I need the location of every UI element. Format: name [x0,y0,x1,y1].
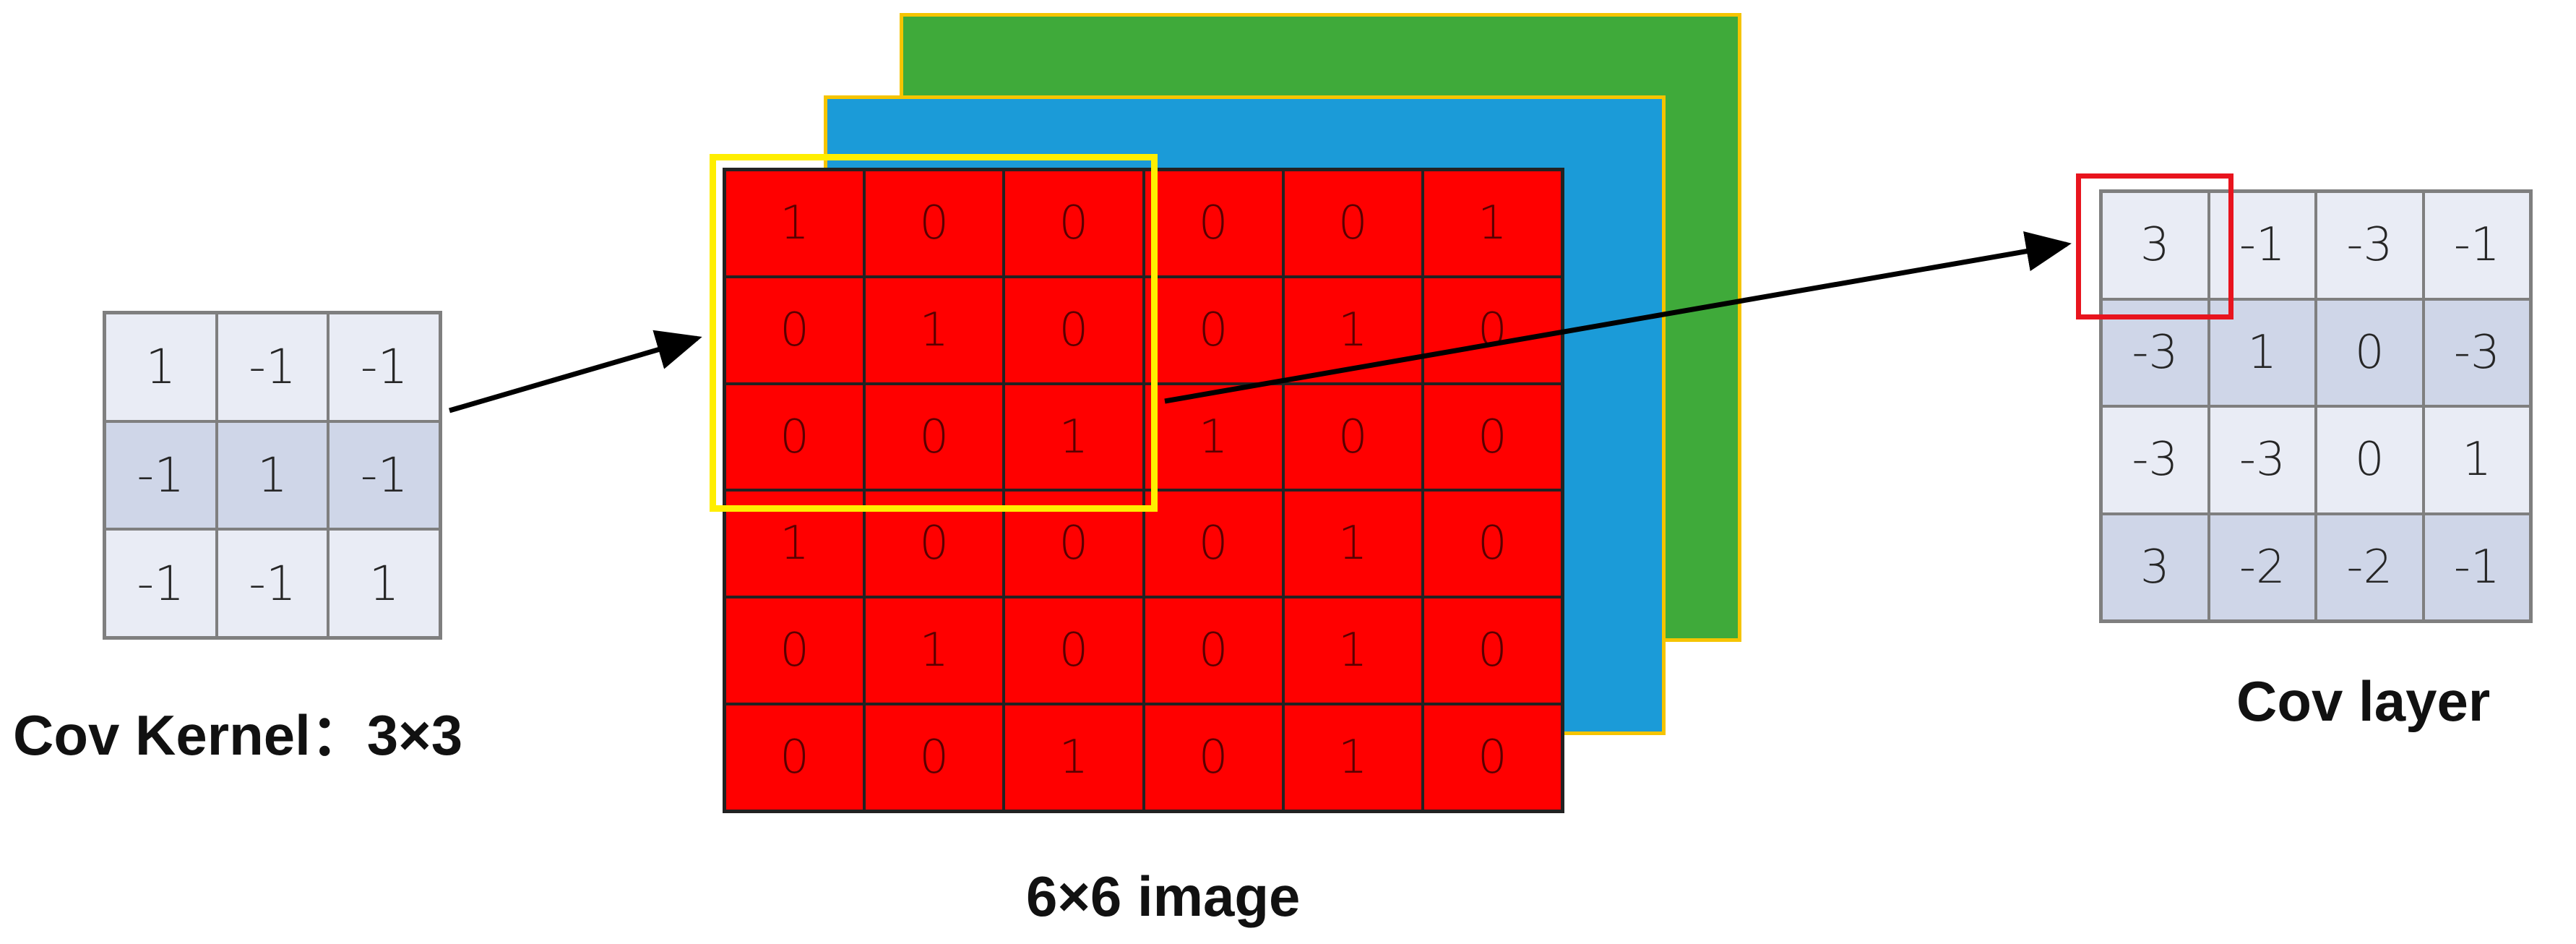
output-cell-r4-c2: -2 [2208,513,2316,621]
image-cell-r1-c5: 0 [1283,170,1423,277]
image-cell-r5-c4: 0 [1143,597,1283,705]
image-cell-r5-c2: 1 [864,597,1004,705]
output-cell-r1-c3: -3 [2316,192,2424,299]
image-cell-r3-c1: 0 [725,383,865,491]
image-cell-r6-c3: 1 [1004,704,1144,811]
kernel-cell-r3-c3: 1 [328,529,440,638]
convolution-kernel-grid: 1 -1 -1 -1 1 -1 -1 -1 1 [103,311,442,640]
image-cell-r6-c5: 1 [1283,704,1423,811]
image-cell-r4-c5: 1 [1283,490,1423,598]
kernel-cell-r1-c3: -1 [328,313,440,421]
image-cell-r3-c4: 1 [1143,383,1283,491]
output-cell-r2-c3: 0 [2316,299,2424,406]
output-cell-r3-c2: -3 [2208,406,2316,514]
image-cell-r6-c4: 0 [1143,704,1283,811]
image-cell-r3-c2: 0 [864,383,1004,491]
kernel-cell-r3-c2: -1 [216,529,329,638]
image-cell-r2-c5: 1 [1283,276,1423,384]
image-cell-r1-c1: 1 [725,170,865,277]
output-cell-r3-c4: 1 [2423,406,2530,514]
image-cell-r1-c2: 0 [864,170,1004,277]
image-label: 6×6 image [1026,864,1301,928]
image-cell-r3-c3: 1 [1004,383,1144,491]
kernel-to-image-arrow [449,330,702,413]
image-cell-r5-c1: 0 [725,597,865,705]
output-cell-r1-c4: -1 [2423,192,2530,299]
window-to-output-arrow [1164,231,2072,404]
image-cell-r4-c4: 0 [1143,490,1283,598]
output-label: Cov layer [2236,669,2491,733]
kernel-cell-r1-c2: -1 [216,313,329,421]
kernel-cell-r2-c1: -1 [105,421,217,530]
image-cell-r5-c3: 0 [1004,597,1144,705]
output-cell-r1-c2: -1 [2208,192,2316,299]
image-cell-r4-c3: 0 [1004,490,1144,598]
image-cell-r2-c2: 1 [864,276,1004,384]
kernel-label: Cov Kernel：3×3 [13,703,463,767]
image-cell-r6-c2: 0 [864,704,1004,811]
image-cell-r4-c1: 1 [725,490,865,598]
kernel-cell-r1-c1: 1 [105,313,217,421]
output-cell-r2-c4: -3 [2423,299,2530,406]
kernel-cell-r3-c1: -1 [105,529,217,638]
kernel-cell-r2-c2: 1 [216,421,329,530]
convolution-output-grid: 3 -1 -3 -1 -3 1 0 -3 -3 -3 0 1 3 -2 -2 -1 [2099,189,2533,623]
image-cell-r5-c5: 1 [1283,597,1423,705]
image-cell-r3-c5: 0 [1283,383,1423,491]
image-cell-r1-c4: 0 [1143,170,1283,277]
image-cell-r1-c3: 0 [1004,170,1144,277]
image-cell-r2-c1: 0 [725,276,865,384]
image-cell-r5-c6: 0 [1422,597,1562,705]
image-cell-r4-c2: 0 [864,490,1004,598]
image-cell-r2-c4: 0 [1143,276,1283,384]
output-cell-highlight [2076,173,2233,319]
output-cell-r3-c1: -3 [2101,406,2209,514]
image-cell-r3-c6: 0 [1422,383,1562,491]
image-cell-r6-c6: 0 [1422,704,1562,811]
image-cell-r6-c1: 0 [725,704,865,811]
output-cell-r4-c4: -1 [2423,513,2530,621]
image-cell-r2-c3: 0 [1004,276,1144,384]
kernel-cell-r2-c3: -1 [328,421,440,530]
output-cell-r4-c3: -2 [2316,513,2424,621]
convolution-window-highlight [710,154,1158,512]
output-cell-r4-c1: 3 [2101,513,2209,621]
image-cell-r1-c6: 1 [1422,170,1562,277]
output-cell-r1-c1: 3 [2101,192,2209,299]
output-cell-r3-c3: 0 [2316,406,2424,514]
image-cell-r4-c6: 0 [1422,490,1562,598]
